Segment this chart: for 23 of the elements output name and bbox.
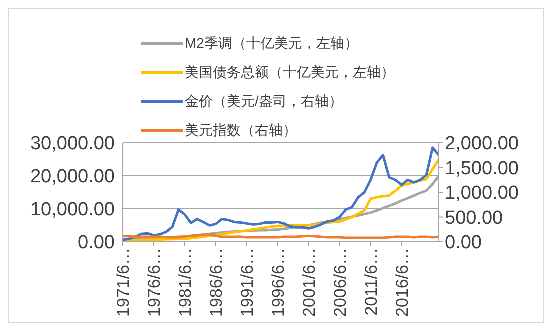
y2-tick-label: 500.00 — [445, 208, 504, 229]
legend-label: M2季调（十亿美元，左轴） — [185, 34, 358, 52]
x-tick-label: 1981/6… — [176, 248, 196, 317]
y-tick-label: 30,000.00 — [30, 134, 115, 155]
x-tick-label: 1986/6… — [207, 248, 226, 317]
y2-tick-label: 1,500.00 — [445, 158, 519, 180]
x-tick-label: 2011/6… — [362, 248, 381, 316]
y-tick-label: 10,000.00 — [30, 200, 115, 221]
legend-label: 金价（美元/盎司，右轴） — [185, 92, 343, 110]
legend-label: 美国债务总额（十亿美元，左轴） — [185, 64, 395, 82]
x-tick-label: 1976/6… — [145, 248, 164, 317]
x-tick-label: 2016/6… — [392, 248, 412, 317]
x-tick-label: 1971/6… — [114, 248, 134, 317]
x-tick-label: 1991/6… — [238, 248, 257, 317]
y2-tick-label: 0.00 — [445, 232, 482, 254]
legend-label: 美元指数（右轴） — [185, 122, 297, 140]
x-tick-label: 1996/6… — [268, 248, 288, 317]
x-tick-label: 2001/6… — [300, 248, 319, 317]
y-tick-label: 20,000.00 — [30, 166, 115, 188]
y2-tick-label: 2,000.00 — [445, 134, 519, 155]
y-tick-label: 0.00 — [78, 232, 115, 254]
x-tick-label: 2006/6… — [330, 248, 350, 317]
y2-tick-label: 1,000.00 — [445, 183, 519, 204]
